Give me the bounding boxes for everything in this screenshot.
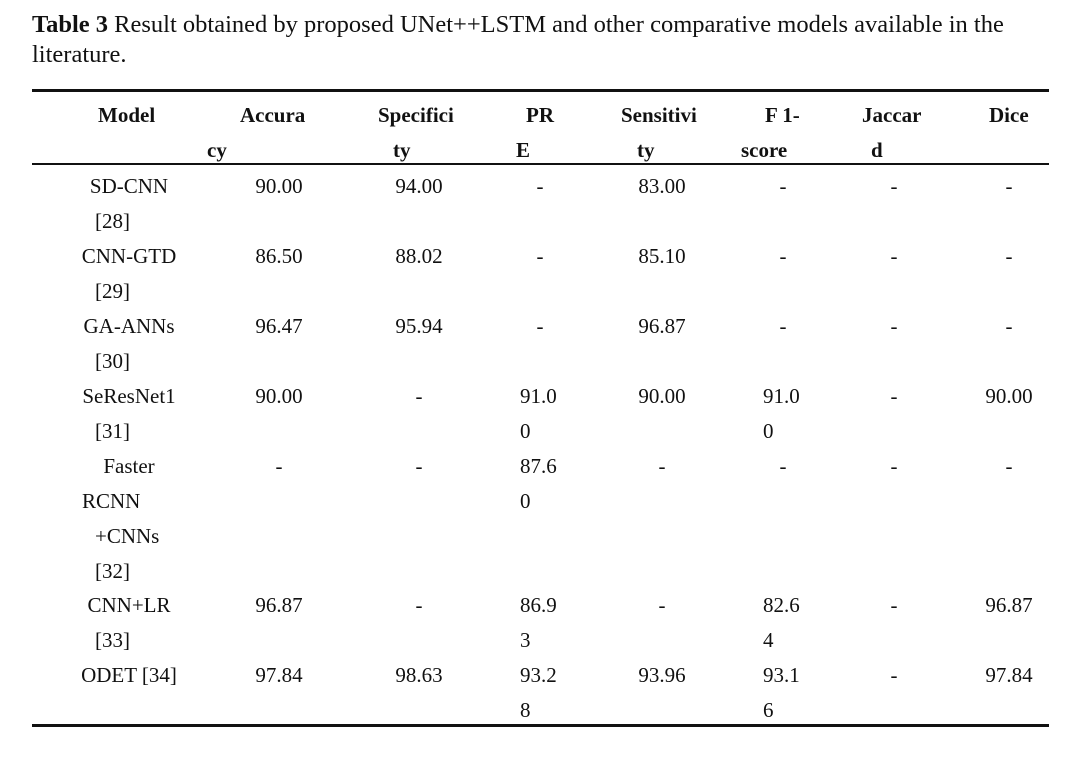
f1-value: - — [779, 454, 787, 478]
header-dice: Dice — [989, 103, 1029, 127]
header-sensitivity-line1: Sensitivi — [621, 103, 697, 127]
model-name-line: Faster — [103, 454, 155, 478]
jaccard-value: - — [890, 384, 898, 408]
sensitivity-value: 96.87 — [638, 314, 686, 338]
specificity-value: 98.63 — [395, 663, 443, 687]
f1-value: - — [779, 314, 787, 338]
jaccard-value: - — [890, 174, 898, 198]
accuracy-value: 86.50 — [255, 244, 303, 268]
dice-value: 97.84 — [985, 663, 1033, 687]
model-name-line: RCNN — [82, 489, 141, 513]
f1-value: 93.1 — [763, 663, 800, 687]
dice-value: - — [1005, 174, 1013, 198]
table-bottom-rule — [32, 724, 1049, 727]
pre-value: - — [536, 244, 544, 268]
model-name-line: SD-CNN — [89, 174, 169, 198]
pre-value: 91.0 — [520, 384, 557, 408]
dice-value: - — [1005, 244, 1013, 268]
f1-value: - — [779, 174, 787, 198]
sensitivity-value: 93.96 — [638, 663, 686, 687]
pre-value: 86.9 — [520, 593, 557, 617]
model-name-line: CNN-GTD — [81, 244, 177, 268]
sensitivity-value: 83.00 — [638, 174, 686, 198]
sensitivity-value: - — [658, 593, 666, 617]
header-jaccard-line2: d — [871, 138, 883, 162]
pre-value: - — [536, 314, 544, 338]
pre-value: 93.2 — [520, 663, 557, 687]
dice-value: 96.87 — [985, 593, 1033, 617]
specificity-value: - — [415, 384, 423, 408]
table-header-rule — [32, 163, 1049, 165]
accuracy-value: 90.00 — [255, 384, 303, 408]
pre-value: 8 — [520, 698, 531, 722]
accuracy-value: 97.84 — [255, 663, 303, 687]
model-name-line: [30] — [95, 349, 130, 373]
table-caption-text: Result obtained by proposed UNet++LSTM a… — [32, 11, 1004, 68]
specificity-value: 95.94 — [395, 314, 443, 338]
table-top-rule — [32, 89, 1049, 92]
specificity-value: 88.02 — [395, 244, 443, 268]
model-name-line: [33] — [95, 628, 130, 652]
model-name-line: [28] — [95, 209, 130, 233]
jaccard-value: - — [890, 314, 898, 338]
sensitivity-value: - — [658, 454, 666, 478]
header-specificity-line2: ty — [393, 138, 411, 162]
table-caption-label: Table 3 — [32, 11, 109, 38]
header-accuracy-line1: Accura — [240, 103, 306, 127]
model-name-line: [32] — [95, 559, 130, 583]
specificity-value: - — [415, 593, 423, 617]
f1-value: 0 — [763, 419, 774, 443]
f1-value: 4 — [763, 628, 774, 652]
header-pre-line2: E — [516, 138, 531, 162]
header-jaccard-line1: Jaccar — [862, 103, 922, 127]
model-name-line: [31] — [95, 419, 130, 443]
sensitivity-value: 85.10 — [638, 244, 686, 268]
header-f1-line2: score — [741, 138, 788, 162]
header-accuracy-line2: cy — [207, 138, 227, 162]
header-specificity-line1: Specifici — [378, 103, 454, 127]
sensitivity-value: 90.00 — [638, 384, 686, 408]
jaccard-value: - — [890, 244, 898, 268]
specificity-value: - — [415, 454, 423, 478]
f1-value: 6 — [763, 698, 774, 722]
f1-value: 82.6 — [763, 593, 800, 617]
accuracy-value: - — [275, 454, 283, 478]
model-name-line: SeResNet1 — [82, 384, 176, 408]
accuracy-value: 96.47 — [255, 314, 303, 338]
accuracy-value: 90.00 — [255, 174, 303, 198]
pre-value: 3 — [520, 628, 531, 652]
specificity-value: 94.00 — [395, 174, 443, 198]
pre-value: - — [536, 174, 544, 198]
pre-value: 0 — [520, 419, 531, 443]
jaccard-value: - — [890, 454, 898, 478]
model-name-line: +CNNs — [95, 524, 160, 548]
header-sensitivity-line2: ty — [637, 138, 655, 162]
jaccard-value: - — [890, 663, 898, 687]
dice-value: - — [1005, 314, 1013, 338]
model-name-line: CNN+LR — [87, 593, 171, 617]
model-name-line: ODET [34] — [81, 663, 177, 687]
header-pre-line1: PR — [526, 103, 554, 127]
header-f1-line1: F 1- — [765, 103, 800, 127]
dice-value: 90.00 — [985, 384, 1033, 408]
model-name-line: [29] — [95, 279, 130, 303]
accuracy-value: 96.87 — [255, 593, 303, 617]
f1-value: - — [779, 244, 787, 268]
model-name-line: GA-ANNs — [83, 314, 175, 338]
pre-value: 87.6 — [520, 454, 557, 478]
dice-value: - — [1005, 454, 1013, 478]
pre-value: 0 — [520, 489, 531, 513]
jaccard-value: - — [890, 593, 898, 617]
table-caption: Table 3 Result obtained by proposed UNet… — [32, 10, 1032, 70]
header-model: Model — [98, 103, 156, 127]
f1-value: 91.0 — [763, 384, 800, 408]
